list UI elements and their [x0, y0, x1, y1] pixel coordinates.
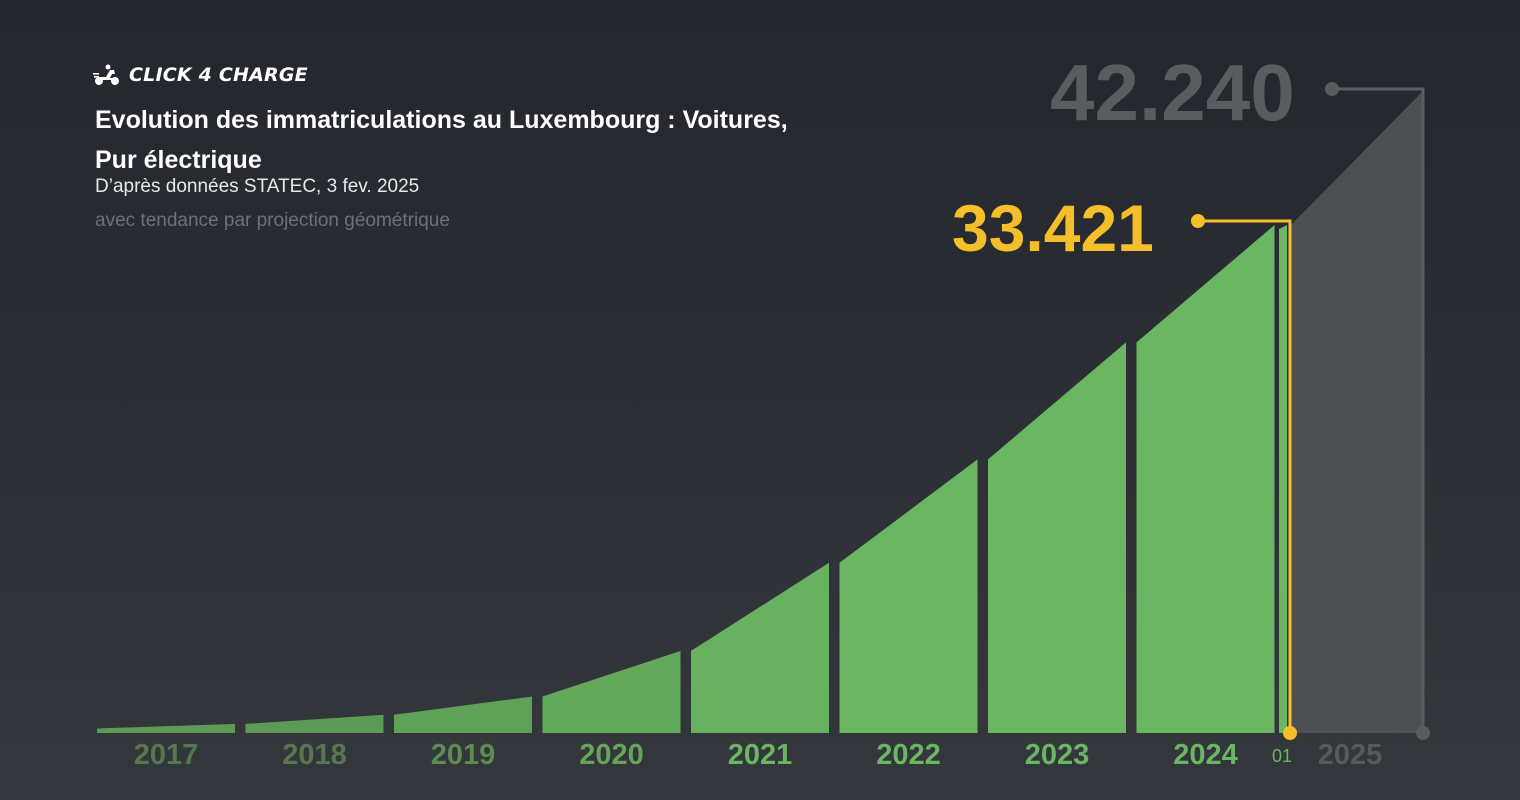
- x-tick-label-2017: 2017: [134, 739, 199, 771]
- projection-value-label: 42.240: [1050, 48, 1295, 137]
- area-segment-2025-projection: [1291, 91, 1423, 733]
- area-segment-2018: [245, 714, 384, 733]
- actual-leader-dot: [1191, 214, 1205, 228]
- actual-value-label: 33.421: [952, 191, 1154, 265]
- scooter-rider-icon: [93, 64, 119, 85]
- brand-logo: CLICK 4 CHARGE: [93, 62, 308, 88]
- x-tick-label-2021: 2021: [728, 739, 793, 771]
- area-segment-2017: [97, 723, 235, 733]
- brand-name: CLICK 4 CHARGE: [129, 64, 308, 86]
- x-tick-label-2020: 2020: [579, 739, 644, 771]
- x-tick-label-2023: 2023: [1025, 739, 1090, 771]
- area-segment-2020: [542, 650, 681, 733]
- x-tick-label-2025: 2025: [1318, 739, 1383, 771]
- x-tick-label-2019: 2019: [431, 739, 496, 771]
- method-note: avec tendance par projection géométrique: [95, 210, 450, 231]
- area-segment-2025-january: [1279, 225, 1287, 734]
- month-marker-label: 01: [1272, 746, 1292, 766]
- area-segment-2021: [691, 562, 829, 733]
- actual-leader-line: [1198, 219, 1292, 733]
- projection-base-dot: [1416, 726, 1430, 740]
- actual-base-dot: [1283, 726, 1297, 740]
- area-segment-2019: [394, 696, 532, 733]
- projection-leader-dot: [1325, 82, 1339, 96]
- area-segment-2023: [988, 342, 1126, 733]
- page-subtitle: D’après données STATEC, 3 fev. 2025: [95, 176, 420, 197]
- projection-leader-line: [1333, 87, 1425, 733]
- page-title: Evolution des immatriculations au Luxemb…: [95, 106, 788, 174]
- x-tick-label-2018: 2018: [282, 739, 347, 771]
- x-tick-label-2022: 2022: [876, 739, 941, 771]
- x-tick-label-2024: 2024: [1173, 739, 1238, 771]
- area-segment-2024: [1136, 225, 1275, 734]
- area-segment-2022: [839, 459, 978, 733]
